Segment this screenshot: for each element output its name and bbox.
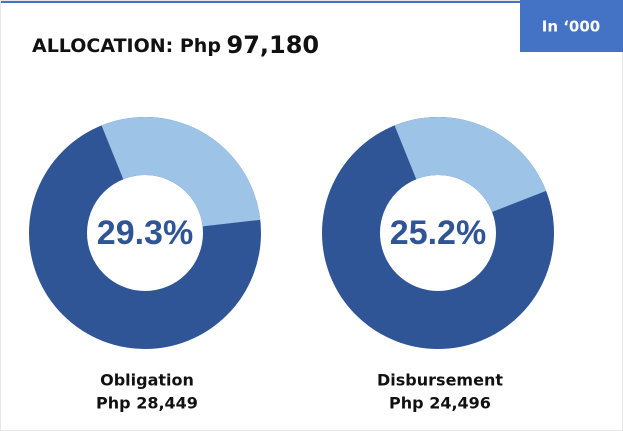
title-amount: 97,180 — [227, 31, 320, 59]
center-percent: 25.2% — [390, 214, 486, 252]
donut-label: Obligation — [100, 371, 194, 390]
unit-badge-text: In ‘000 — [542, 18, 601, 36]
top-border — [0, 0, 623, 3]
donut-amount: Php 28,449 — [96, 394, 198, 413]
center-percent: 29.3% — [97, 214, 193, 252]
title-prefix: ALLOCATION: Php — [32, 35, 221, 57]
donut-amount: Php 24,496 — [389, 394, 491, 413]
donut-segment — [101, 116, 261, 227]
title: ALLOCATION: Php 97,180 — [32, 31, 319, 59]
unit-badge — [520, 0, 623, 52]
donut-segment — [394, 117, 547, 212]
donut-label: Disbursement — [377, 371, 503, 390]
